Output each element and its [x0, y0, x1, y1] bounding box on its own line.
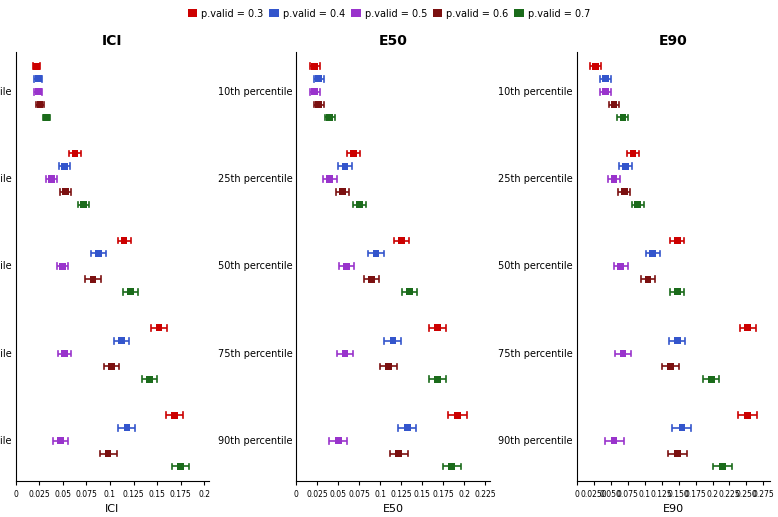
- FancyBboxPatch shape: [398, 237, 405, 244]
- FancyBboxPatch shape: [454, 412, 461, 419]
- FancyBboxPatch shape: [406, 288, 413, 295]
- FancyBboxPatch shape: [611, 101, 618, 108]
- Text: 75th percentile: 75th percentile: [498, 348, 573, 358]
- Text: 25th percentile: 25th percentile: [0, 174, 12, 184]
- FancyBboxPatch shape: [404, 424, 411, 432]
- FancyBboxPatch shape: [618, 263, 624, 270]
- FancyBboxPatch shape: [645, 276, 651, 283]
- FancyBboxPatch shape: [35, 88, 41, 95]
- Text: 75th percentile: 75th percentile: [0, 348, 12, 358]
- FancyBboxPatch shape: [95, 250, 102, 257]
- Title: E50: E50: [378, 34, 408, 48]
- FancyBboxPatch shape: [311, 63, 318, 70]
- FancyBboxPatch shape: [62, 188, 69, 195]
- FancyBboxPatch shape: [720, 463, 726, 470]
- FancyBboxPatch shape: [80, 201, 87, 208]
- FancyBboxPatch shape: [434, 324, 441, 331]
- FancyBboxPatch shape: [121, 237, 128, 244]
- FancyBboxPatch shape: [315, 75, 322, 82]
- FancyBboxPatch shape: [674, 288, 681, 295]
- X-axis label: E50: E50: [383, 505, 403, 514]
- FancyBboxPatch shape: [434, 376, 441, 383]
- FancyBboxPatch shape: [611, 437, 618, 444]
- FancyBboxPatch shape: [356, 201, 363, 208]
- Title: E90: E90: [659, 34, 688, 48]
- FancyBboxPatch shape: [105, 450, 111, 457]
- FancyBboxPatch shape: [602, 75, 608, 82]
- FancyBboxPatch shape: [621, 188, 628, 195]
- FancyBboxPatch shape: [335, 437, 342, 444]
- FancyBboxPatch shape: [343, 263, 350, 270]
- Text: 50th percentile: 50th percentile: [498, 261, 573, 271]
- FancyBboxPatch shape: [339, 188, 345, 195]
- FancyBboxPatch shape: [342, 163, 349, 170]
- X-axis label: E90: E90: [663, 505, 684, 514]
- FancyBboxPatch shape: [89, 276, 96, 283]
- FancyBboxPatch shape: [311, 88, 318, 95]
- FancyBboxPatch shape: [674, 237, 681, 244]
- FancyBboxPatch shape: [350, 150, 357, 157]
- FancyBboxPatch shape: [58, 437, 65, 444]
- FancyBboxPatch shape: [629, 150, 636, 157]
- FancyBboxPatch shape: [667, 363, 674, 370]
- Text: 25th percentile: 25th percentile: [498, 174, 573, 184]
- X-axis label: ICI: ICI: [105, 505, 120, 514]
- FancyBboxPatch shape: [708, 376, 714, 383]
- FancyBboxPatch shape: [177, 463, 184, 470]
- FancyBboxPatch shape: [395, 450, 402, 457]
- FancyBboxPatch shape: [745, 324, 752, 331]
- FancyBboxPatch shape: [611, 175, 618, 183]
- FancyBboxPatch shape: [61, 350, 68, 357]
- Text: 50th percentile: 50th percentile: [218, 261, 293, 271]
- FancyBboxPatch shape: [118, 337, 124, 344]
- FancyBboxPatch shape: [634, 201, 641, 208]
- FancyBboxPatch shape: [622, 163, 629, 170]
- Text: 50th percentile: 50th percentile: [0, 261, 12, 271]
- FancyBboxPatch shape: [37, 101, 44, 108]
- FancyBboxPatch shape: [61, 163, 68, 170]
- Text: 90th percentile: 90th percentile: [218, 436, 293, 446]
- FancyBboxPatch shape: [146, 376, 153, 383]
- Text: 10th percentile: 10th percentile: [218, 87, 293, 97]
- FancyBboxPatch shape: [48, 175, 54, 183]
- FancyBboxPatch shape: [327, 175, 333, 183]
- FancyBboxPatch shape: [592, 63, 599, 70]
- Text: 10th percentile: 10th percentile: [0, 87, 12, 97]
- FancyBboxPatch shape: [674, 337, 681, 344]
- Text: 75th percentile: 75th percentile: [218, 348, 293, 358]
- Text: 90th percentile: 90th percentile: [0, 436, 12, 446]
- Text: 10th percentile: 10th percentile: [499, 87, 573, 97]
- FancyBboxPatch shape: [342, 350, 349, 357]
- FancyBboxPatch shape: [619, 350, 626, 357]
- FancyBboxPatch shape: [385, 363, 392, 370]
- FancyBboxPatch shape: [327, 114, 333, 121]
- Legend: p.valid = 0.3, p.valid = 0.4, p.valid = 0.5, p.valid = 0.6, p.valid = 0.7: p.valid = 0.3, p.valid = 0.4, p.valid = …: [184, 5, 594, 23]
- FancyBboxPatch shape: [170, 412, 177, 419]
- Title: ICI: ICI: [102, 34, 123, 48]
- FancyBboxPatch shape: [674, 450, 681, 457]
- FancyBboxPatch shape: [156, 324, 163, 331]
- FancyBboxPatch shape: [369, 276, 375, 283]
- FancyBboxPatch shape: [678, 424, 685, 432]
- Text: 25th percentile: 25th percentile: [218, 174, 293, 184]
- FancyBboxPatch shape: [59, 263, 66, 270]
- FancyBboxPatch shape: [448, 463, 455, 470]
- FancyBboxPatch shape: [373, 250, 380, 257]
- Text: 90th percentile: 90th percentile: [499, 436, 573, 446]
- FancyBboxPatch shape: [35, 75, 41, 82]
- FancyBboxPatch shape: [315, 101, 322, 108]
- FancyBboxPatch shape: [44, 114, 50, 121]
- FancyBboxPatch shape: [650, 250, 656, 257]
- FancyBboxPatch shape: [33, 63, 40, 70]
- FancyBboxPatch shape: [128, 288, 134, 295]
- FancyBboxPatch shape: [72, 150, 79, 157]
- FancyBboxPatch shape: [390, 337, 396, 344]
- FancyBboxPatch shape: [745, 412, 752, 419]
- FancyBboxPatch shape: [108, 363, 115, 370]
- FancyBboxPatch shape: [602, 88, 608, 95]
- FancyBboxPatch shape: [619, 114, 626, 121]
- FancyBboxPatch shape: [124, 424, 131, 432]
